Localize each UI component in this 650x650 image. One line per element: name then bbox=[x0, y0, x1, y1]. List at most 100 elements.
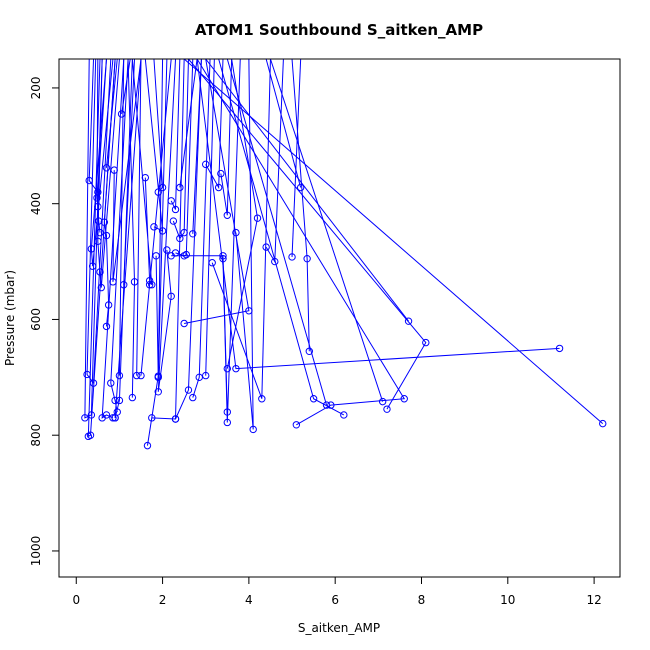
data-point bbox=[154, 372, 162, 380]
data-point bbox=[400, 395, 408, 403]
data-point bbox=[223, 418, 232, 427]
series-line-4 bbox=[88, 59, 107, 194]
series-line-42 bbox=[291, 59, 302, 257]
series-line-54 bbox=[123, 59, 136, 285]
series-line-52 bbox=[171, 255, 228, 413]
data-point bbox=[232, 228, 240, 237]
data-point bbox=[296, 183, 305, 192]
series-line-43 bbox=[291, 59, 310, 352]
data-point bbox=[102, 322, 111, 331]
series-line-25 bbox=[157, 59, 177, 392]
data-point bbox=[107, 379, 115, 387]
series-line-53 bbox=[175, 59, 202, 420]
data-point bbox=[102, 164, 111, 172]
data-point bbox=[171, 415, 180, 423]
data-point bbox=[249, 425, 257, 434]
series-line-18 bbox=[131, 59, 153, 285]
y-tick-label: 600 bbox=[29, 308, 43, 331]
data-point bbox=[96, 228, 104, 237]
series-line-11 bbox=[114, 59, 133, 418]
series-line-15 bbox=[118, 59, 125, 376]
data-point bbox=[163, 246, 171, 254]
series-line-47 bbox=[269, 59, 384, 402]
data-point bbox=[305, 347, 313, 355]
data-point bbox=[189, 230, 197, 238]
data-point bbox=[93, 194, 101, 202]
data-point bbox=[208, 259, 216, 267]
series-line-33 bbox=[205, 59, 215, 376]
data-point bbox=[81, 414, 89, 422]
series-line-28 bbox=[175, 59, 194, 257]
data-point bbox=[94, 202, 102, 211]
y-tick-label: 800 bbox=[29, 424, 43, 447]
y-tick-label: 400 bbox=[29, 192, 43, 215]
x-tick-label: 4 bbox=[245, 593, 253, 607]
data-point bbox=[132, 371, 141, 380]
series-line-32 bbox=[192, 59, 211, 398]
data-point bbox=[167, 252, 175, 260]
data-point bbox=[169, 217, 178, 225]
data-point bbox=[303, 254, 311, 263]
data-point bbox=[184, 386, 193, 394]
data-point bbox=[167, 292, 175, 300]
series-line-6 bbox=[96, 59, 101, 233]
data-point bbox=[152, 252, 160, 260]
data-point bbox=[100, 218, 109, 226]
data-point bbox=[309, 395, 318, 403]
x-tick-label: 8 bbox=[418, 593, 426, 607]
x-tick-label: 2 bbox=[159, 593, 167, 607]
data-point bbox=[117, 110, 126, 118]
data-point bbox=[141, 173, 150, 182]
data-point bbox=[217, 169, 225, 178]
series-line-48 bbox=[188, 59, 427, 410]
series-line-22 bbox=[146, 59, 168, 446]
data-point bbox=[258, 395, 266, 403]
data-point bbox=[102, 411, 111, 419]
series-line-17 bbox=[136, 59, 142, 376]
series-line-50 bbox=[196, 59, 560, 370]
series-line-35 bbox=[220, 59, 233, 216]
series-line-45 bbox=[218, 59, 345, 416]
y-tick-label: 200 bbox=[29, 76, 43, 99]
series-line-37 bbox=[226, 59, 259, 369]
data-point bbox=[110, 166, 118, 174]
data-point bbox=[214, 183, 223, 192]
data-point bbox=[340, 411, 348, 419]
data-point bbox=[202, 160, 210, 169]
data-point bbox=[555, 344, 564, 353]
y-axis-label: Pressure (mbar) bbox=[3, 270, 17, 366]
data-point bbox=[86, 431, 95, 439]
data-point bbox=[167, 197, 175, 205]
data-point bbox=[111, 414, 119, 422]
data-point bbox=[378, 397, 387, 406]
data-point bbox=[96, 268, 104, 276]
data-point bbox=[327, 401, 335, 409]
data-point bbox=[383, 405, 391, 413]
series-line-29 bbox=[179, 59, 198, 188]
data-point bbox=[150, 223, 158, 231]
x-tick-label: 0 bbox=[72, 593, 80, 607]
data-point bbox=[219, 252, 227, 260]
data-point bbox=[97, 283, 105, 292]
chart-title: ATOM1 Southbound S_aitken_AMP bbox=[195, 21, 483, 39]
data-point bbox=[176, 234, 184, 243]
data-point bbox=[128, 393, 137, 402]
plot-frame bbox=[58, 58, 621, 578]
data-point bbox=[109, 414, 117, 422]
series-line-38 bbox=[235, 59, 254, 430]
series-line-34 bbox=[205, 59, 224, 190]
data-point bbox=[180, 319, 188, 328]
series-line-5 bbox=[90, 59, 114, 267]
data-point bbox=[109, 278, 117, 286]
series-line-23 bbox=[151, 59, 185, 420]
series-line-55 bbox=[114, 59, 142, 418]
data-point bbox=[111, 396, 119, 405]
data-point bbox=[87, 245, 96, 253]
plot-series bbox=[81, 59, 607, 450]
series-line-8 bbox=[103, 59, 116, 327]
data-point bbox=[154, 388, 162, 396]
data-point bbox=[171, 205, 180, 214]
data-point bbox=[262, 243, 270, 251]
data-point bbox=[88, 262, 97, 270]
